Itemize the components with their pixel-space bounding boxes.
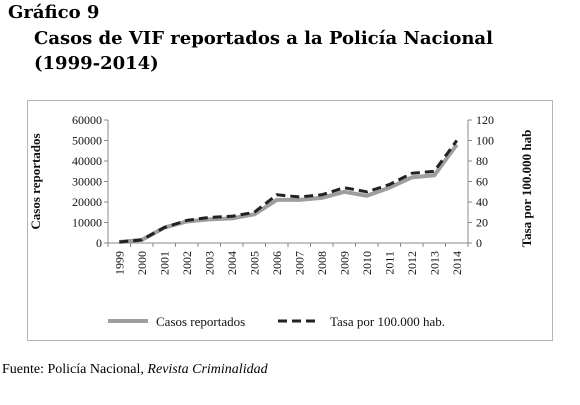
y-tick-label-left: 20000: [72, 195, 102, 209]
x-tick-label: 2007: [292, 251, 306, 275]
y-tick-label-left: 0: [96, 236, 102, 250]
y-tick-label-right: 40: [476, 195, 488, 209]
x-tick-label: 2005: [247, 251, 261, 275]
x-tick-label: 1999: [112, 251, 126, 275]
x-tick-label: 2014: [450, 251, 464, 275]
x-tick-label: 2010: [360, 251, 374, 275]
y-axis-title-left: Casos reportados: [28, 133, 43, 229]
x-tick-label: 2013: [427, 251, 441, 275]
series-line-2: [119, 139, 459, 244]
x-tick-label: 2002: [180, 251, 194, 275]
figure-label: Gráfico 9: [8, 2, 100, 23]
y-tick-label-right: 20: [476, 216, 488, 230]
legend-label-2: Tasa por 100.000 hab.: [330, 314, 445, 329]
y-tick-label-right: 60: [476, 175, 488, 189]
y-tick-label-left: 10000: [72, 216, 102, 230]
y-tick-label-right: 120: [476, 113, 494, 127]
y-tick-label-left: 50000: [72, 134, 102, 148]
x-tick-label: 2009: [337, 251, 351, 275]
y-tick-label-right: 0: [476, 236, 482, 250]
x-tick-label: 2011: [382, 251, 396, 275]
x-tick-label: 2008: [315, 251, 329, 275]
x-tick-label: 2004: [225, 251, 239, 275]
chart-frame: [27, 100, 553, 341]
source-prefix: Fuente: Policía Nacional,: [2, 362, 148, 377]
x-tick-label: 2001: [157, 251, 171, 275]
source-note: Fuente: Policía Nacional, Revista Crimin…: [2, 362, 268, 378]
series-line-1: [119, 143, 459, 244]
x-tick-label: 2000: [135, 251, 149, 275]
y-tick-label-right: 80: [476, 154, 488, 168]
x-tick-label: 2006: [270, 251, 284, 275]
y-tick-label-left: 40000: [72, 154, 102, 168]
source-publication: Revista Criminalidad: [147, 362, 268, 377]
y-tick-label-right: 100: [476, 134, 494, 148]
y-axis-title-right: Tasa por 100.000 hab: [519, 130, 534, 248]
y-tick-label-left: 30000: [72, 175, 102, 189]
x-tick-label: 2003: [202, 251, 216, 275]
legend-label-1: Casos reportados: [156, 314, 245, 329]
x-tick-label: 2012: [405, 251, 419, 275]
y-tick-label-left: 60000: [72, 113, 102, 127]
chart-title: Casos de VIF reportados a la Policía Nac…: [34, 28, 493, 74]
